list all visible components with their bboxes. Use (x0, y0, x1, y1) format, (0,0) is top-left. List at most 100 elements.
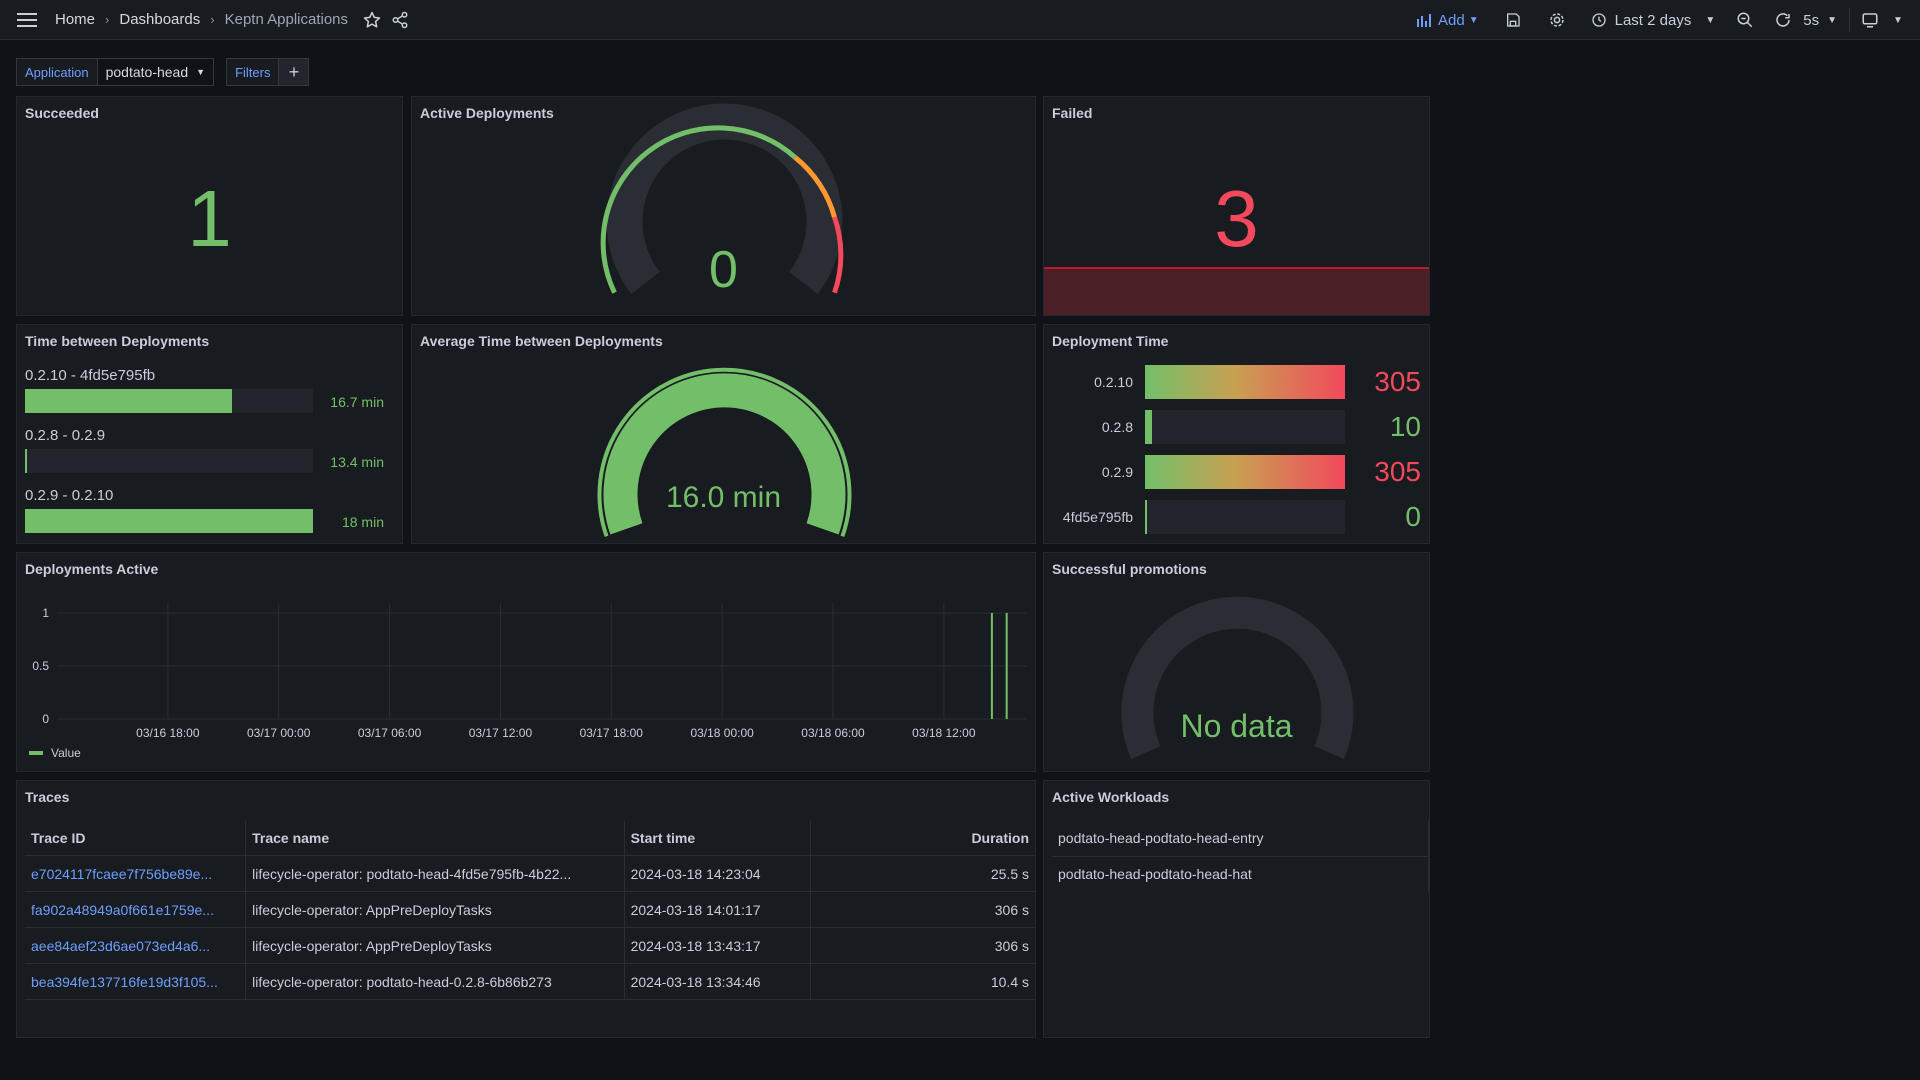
active-deployments-value: 0 (709, 241, 738, 299)
failed-sparkline-area (1044, 267, 1429, 315)
panel-title: Deployment Time (1052, 333, 1169, 349)
column-header-trace-id[interactable]: Trace ID (25, 821, 246, 856)
chevron-down-icon[interactable]: ▼ (1893, 14, 1903, 26)
add-label: Add (1438, 11, 1465, 29)
save-icon[interactable] (1499, 6, 1527, 34)
add-panel-icon (1417, 14, 1432, 27)
bar-gauge-row: 0.2.8 10 (1044, 410, 1429, 444)
add-button[interactable]: Add ▼ (1410, 12, 1485, 29)
breadcrumb-dashboards[interactable]: Dashboards (119, 11, 201, 28)
trace-start-time: 2024-03-18 13:43:17 (623, 927, 811, 964)
share-icon[interactable] (386, 6, 414, 34)
gauge-track (1121, 596, 1354, 759)
bar-fill (1145, 365, 1345, 399)
row-value: 305 (1374, 456, 1421, 487)
breadcrumb-home[interactable]: Home (55, 11, 96, 28)
trace-id-link[interactable]: bea394fe137716fe19d3f105... (25, 963, 246, 1000)
trace-name: lifecycle-operator: AppPreDeployTasks (245, 927, 625, 964)
list-item[interactable]: podtato-head-podtato-head-hat (1058, 866, 1252, 882)
panel-title: Average Time between Deployments (420, 333, 663, 349)
gauge-threshold-green (597, 367, 852, 537)
chevron-right-icon: › (210, 12, 215, 27)
panel-deployment-time[interactable]: Deployment Time 0.2.10 305 0.2.8 10 0.2.… (1043, 324, 1430, 544)
star-icon[interactable] (358, 6, 386, 34)
trace-id-link[interactable]: aee84aef23d6ae073ed4a6... (25, 927, 246, 964)
list-item[interactable]: podtato-head-podtato-head-entry (1052, 821, 1428, 857)
trace-start-time: 2024-03-18 13:34:46 (623, 963, 811, 1000)
breadcrumb-current: Keptn Applications (224, 11, 349, 28)
legend-swatch (29, 751, 43, 755)
panel-failed[interactable]: Failed 3 (1043, 96, 1430, 316)
chevron-down-icon: ▼ (1705, 14, 1716, 26)
no-data-label: No data (1180, 708, 1293, 744)
panel-title: Succeeded (25, 105, 99, 121)
trace-duration: 25.5 s (809, 855, 1035, 892)
time-range-picker[interactable]: Last 2 days ▼ (1585, 12, 1722, 29)
bar-track (1145, 365, 1345, 399)
panel-successful-promotions[interactable]: Successful promotions No data (1043, 552, 1430, 772)
application-select[interactable]: podtato-head ▼ (97, 58, 215, 86)
x-tick-label: 03/17 00:00 (247, 726, 311, 740)
clock-icon (1591, 13, 1606, 27)
zoom-out-icon[interactable] (1731, 6, 1759, 34)
bar-track (25, 389, 313, 413)
y-tick-label: 0 (42, 712, 49, 726)
row-label: 0.2.10 (1094, 374, 1133, 390)
row-label: 0.2.9 (1101, 464, 1133, 480)
panel-title: Traces (25, 789, 70, 805)
column-header-duration[interactable]: Duration (809, 821, 1035, 856)
x-tick-label: 03/18 06:00 (801, 726, 865, 740)
row-value: 16.7 min (330, 394, 384, 410)
gear-icon[interactable] (1543, 6, 1571, 34)
table-row: aee84aef23d6ae073ed4a6... lifecycle-oper… (25, 927, 1035, 964)
row-value: 305 (1374, 366, 1421, 397)
tv-mode-icon[interactable] (1856, 6, 1884, 34)
divider (1849, 8, 1850, 32)
chevron-down-icon: ▼ (196, 67, 206, 77)
refresh-interval-picker[interactable]: 5s ▼ (1797, 12, 1843, 29)
menu-icon[interactable] (13, 6, 41, 34)
add-filter-button[interactable]: + (279, 58, 310, 86)
bar-gauge-row: 0.2.10 305 (1044, 365, 1429, 399)
application-select-value: podtato-head (105, 64, 189, 80)
traces-table: Trace ID Trace name Start time Duration … (25, 821, 1035, 1000)
active-deployments-gauge (600, 103, 844, 294)
refresh-icon[interactable] (1769, 6, 1797, 34)
gauge-fill (603, 373, 846, 535)
bar-track (25, 449, 313, 473)
legend-label: Value (51, 746, 81, 760)
gauge-threshold-red (832, 216, 844, 294)
deployments-active-chart: 0 0.5 1 03/16 18:00 03/17 00:00 03/17 06:00 03… (29, 603, 1027, 760)
x-tick-label: 03/17 18:00 (580, 726, 644, 740)
chevron-down-icon: ▼ (1827, 14, 1837, 26)
trace-name: lifecycle-operator: podtato-head-4fd5e79… (245, 855, 625, 892)
row-label: 4fd5e795fb (1062, 509, 1133, 525)
row-value: 18 min (341, 514, 384, 530)
column-header-start-time[interactable]: Start time (623, 821, 811, 856)
gauge-threshold-orange (793, 155, 837, 218)
panel-active-deployments[interactable]: Active Deployments 0 (411, 96, 1036, 316)
bar-fill (25, 509, 313, 533)
column-header-trace-name[interactable]: Trace name (245, 821, 625, 856)
panel-active-workloads[interactable]: Active Workloads podtato-head-podtato-he… (1043, 780, 1430, 1038)
table-header-row: Trace ID Trace name Start time Duration (25, 821, 1035, 856)
panel-title: Successful promotions (1052, 561, 1207, 577)
trace-duration: 306 s (809, 927, 1035, 964)
x-tick-label: 03/17 06:00 (358, 726, 422, 740)
bar-track (1145, 455, 1345, 489)
bar-track (1145, 500, 1345, 534)
panel-title: Active Workloads (1052, 789, 1170, 805)
panel-average-time-between-deployments[interactable]: Average Time between Deployments 16.0 mi… (411, 324, 1036, 544)
bar-gauge-row: 0.2.9 305 (1044, 455, 1429, 489)
trace-id-link[interactable]: fa902a48949a0f661e1759e... (25, 891, 246, 928)
panel-succeeded[interactable]: Succeeded 1 (16, 96, 403, 316)
panel-traces[interactable]: Traces Trace ID Trace name Start time Du… (16, 780, 1036, 1038)
panel-time-between-deployments[interactable]: Time between Deployments 0.2.10 - 4fd5e7… (16, 324, 403, 544)
panel-title: Deployments Active (25, 561, 159, 577)
table-row: bea394fe137716fe19d3f105... lifecycle-op… (25, 963, 1035, 1000)
trace-duration: 306 s (809, 891, 1035, 928)
panel-deployments-active[interactable]: Deployments Active 0 0.5 1 03/16 18:00 03/17… (16, 552, 1036, 772)
successful-promotions-gauge (1121, 596, 1354, 759)
trace-id-link[interactable]: e7024117fcaee7f756be89e... (25, 855, 246, 892)
bar-gauge-row: 0.2.10 - 4fd5e795fb 16.7 min (25, 367, 384, 413)
